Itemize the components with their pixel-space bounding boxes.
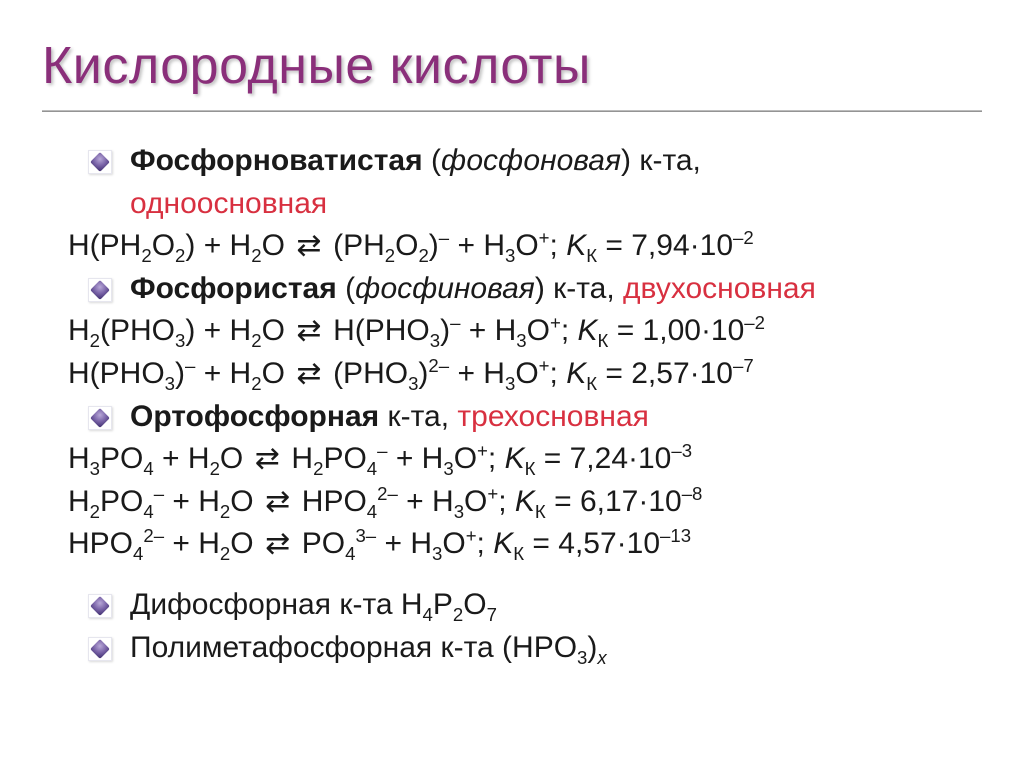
basicity: двухосновная — [623, 272, 816, 305]
kk-constant: KК — [578, 314, 609, 347]
kk-constant: KК — [566, 357, 597, 390]
equation-line: H2PO4– + H2O HPO42– + H3O+; KК = 6,17·10… — [48, 481, 978, 524]
equation-line: H2(PHO3) + H2O H(PHO3)– + H3O+; KК = 1,0… — [48, 310, 978, 353]
kk-constant: KК — [515, 485, 546, 518]
equation-line: H3PO4 + H2O H2PO4– + H3O+; KК = 7,24·10–… — [48, 438, 978, 481]
bullet-text: Фосфористая (фосфиновая) к-та, двухоснов… — [130, 268, 816, 311]
bullet-item-diphosphoric: Дифосфорная к-та H4P2O7 — [48, 584, 978, 627]
equilibrium-icon — [262, 481, 294, 524]
equation-line: H(PHO3)– + H2O (PHO3)2– + H3O+; KК = 2,5… — [48, 353, 978, 396]
bullet-text: Ортофосфорная к-та, трехосновная — [130, 396, 649, 439]
bullet-icon — [88, 594, 112, 618]
equation-line: H(PH2O2) + H2O (PH2O2)– + H3O+; KК = 7,9… — [48, 225, 978, 268]
basicity: трехосновная — [457, 400, 648, 433]
bullet-icon — [88, 406, 112, 430]
bullet-icon — [88, 278, 112, 302]
equilibrium-icon — [252, 438, 284, 481]
title-underline — [42, 110, 982, 112]
spacer — [48, 566, 978, 584]
bullet-text: Полиметафосфорная к-та (HPO3)x — [130, 627, 607, 670]
kk-constant: KК — [566, 229, 597, 262]
equilibrium-icon — [293, 353, 325, 396]
slide: Кислородные кислоты Фосфорноватистая (фо… — [0, 0, 1024, 767]
kk-constant: KК — [493, 527, 524, 560]
acid-name: Фосфористая — [130, 272, 337, 305]
bullet-item-hypophosphorous: Фосфорноватистая (фосфоновая) к-та, одно… — [48, 140, 978, 225]
bullet-item-polymetaphosphoric: Полиметафосфорная к-та (HPO3)x — [48, 627, 978, 670]
bullet-icon — [88, 637, 112, 661]
bullet-text: Фосфорноватистая (фосфоновая) к-та, одно… — [130, 140, 701, 225]
slide-body: Фосфорноватистая (фосфоновая) к-та, одно… — [48, 140, 978, 669]
basicity: одноосновная — [130, 187, 327, 220]
acid-synonym: фосфоновая — [441, 144, 621, 177]
equilibrium-icon — [293, 310, 325, 353]
bullet-item-orthophosphoric: Ортофосфорная к-та, трехосновная — [48, 396, 978, 439]
equation-line: HPO42– + H2O PO43– + H3O+; KК = 4,57·10–… — [48, 523, 978, 566]
acid-name: Фосфорноватистая — [130, 144, 423, 177]
bullet-text: Дифосфорная к-та H4P2O7 — [130, 584, 497, 627]
bullet-icon — [88, 150, 112, 174]
acid-name: Ортофосфорная — [130, 400, 379, 433]
equilibrium-icon — [293, 225, 325, 268]
acid-synonym: фосфиновая — [355, 272, 535, 305]
equilibrium-icon — [262, 523, 294, 566]
kk-constant: KК — [505, 442, 536, 475]
bullet-item-phosphorous: Фосфористая (фосфиновая) к-та, двухоснов… — [48, 268, 978, 311]
slide-title: Кислородные кислоты — [42, 36, 591, 96]
